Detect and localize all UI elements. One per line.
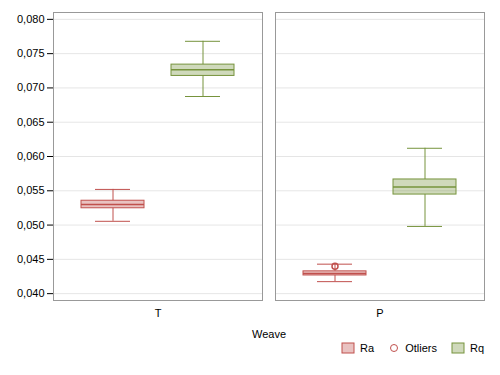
svg-text:0,050: 0,050 bbox=[17, 219, 45, 231]
html-text:Otliers: Otliers bbox=[405, 342, 437, 354]
html-text:Ra: Ra bbox=[360, 342, 375, 354]
svg-text:0,070: 0,070 bbox=[17, 81, 45, 93]
html-text:Rq: Rq bbox=[469, 342, 484, 354]
svg-text:T: T bbox=[155, 307, 162, 319]
svg-text:0,080: 0,080 bbox=[17, 13, 45, 25]
svg-text:0,045: 0,045 bbox=[17, 253, 45, 265]
svg-text:0,040: 0,040 bbox=[17, 287, 45, 299]
svg-text:P: P bbox=[376, 307, 383, 319]
svg-text:0,065: 0,065 bbox=[17, 116, 45, 128]
svg-text:0,075: 0,075 bbox=[17, 47, 45, 59]
svg-text:Weave: Weave bbox=[252, 328, 286, 340]
svg-text:0,055: 0,055 bbox=[17, 184, 45, 196]
svg-text:0,060: 0,060 bbox=[17, 150, 45, 162]
